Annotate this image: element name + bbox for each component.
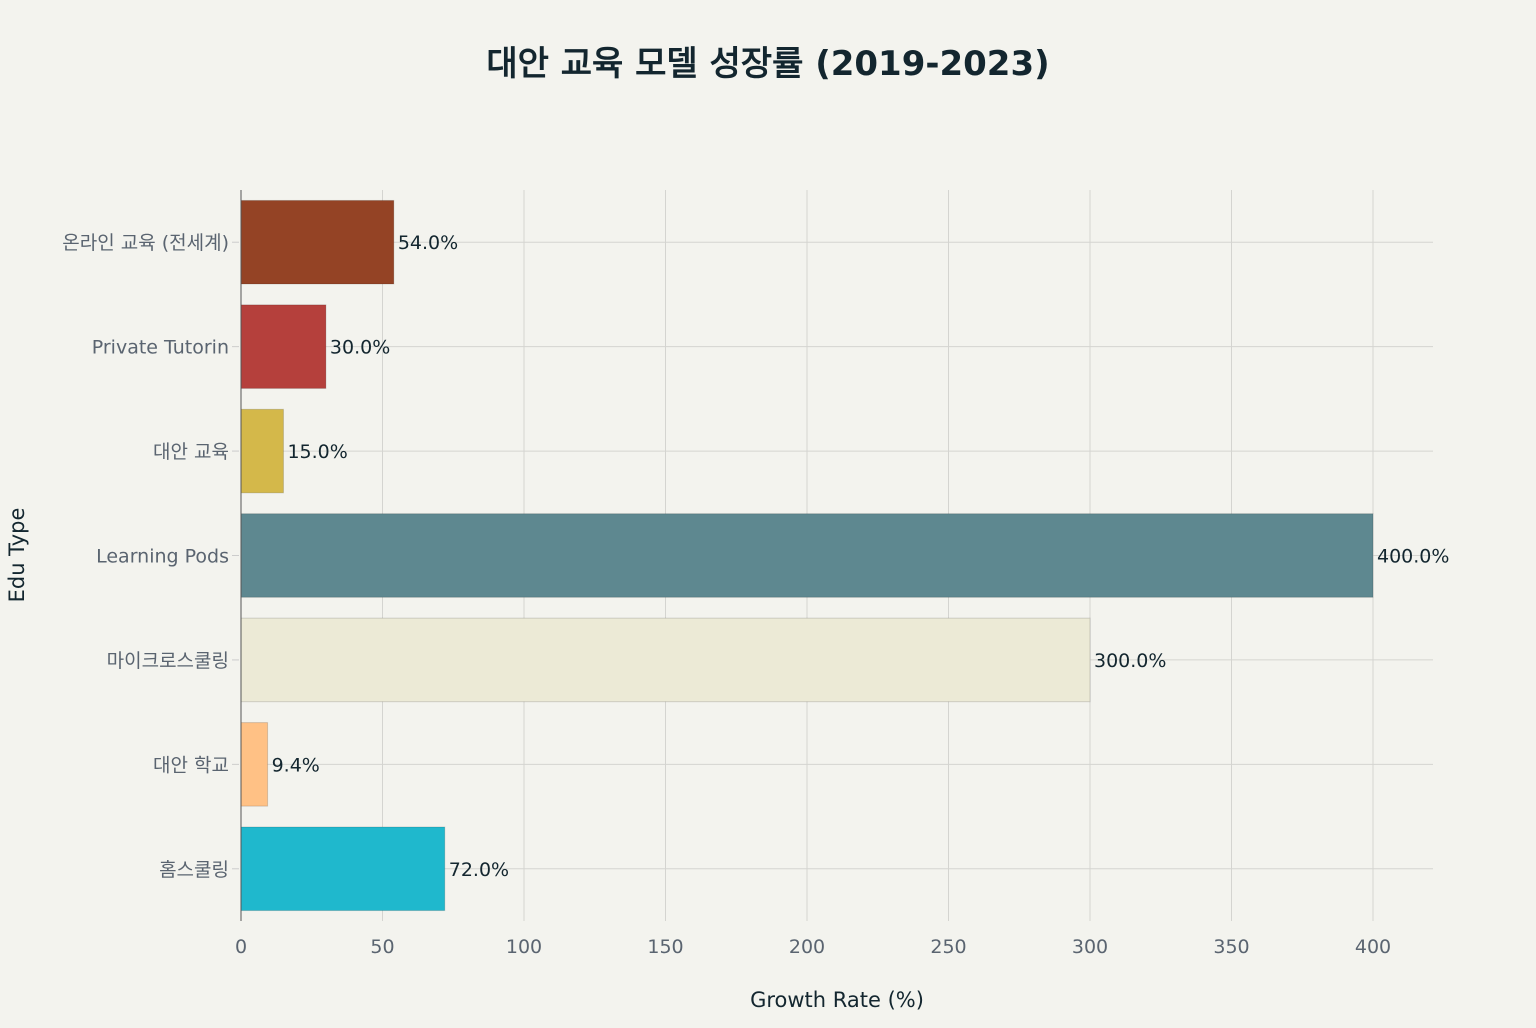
x-tick-label: 200: [789, 936, 825, 958]
x-tick-label: 300: [1072, 936, 1108, 958]
y-tick-label: 대안 교육: [153, 441, 229, 463]
x-tick-label: 250: [930, 936, 966, 958]
data-label: 300.0%: [1094, 650, 1166, 672]
x-tick-labels: 0 50 100 150 200 250 300 350 400: [235, 936, 1391, 958]
y-tick-label: Learning Pods: [96, 546, 229, 568]
x-tick-label: 0: [235, 936, 247, 958]
y-tick-label: 홈스쿨링: [159, 859, 229, 881]
x-tick-label: 150: [647, 936, 683, 958]
chart-title: 대안 교육 모델 성장률 (2019-2023): [486, 44, 1049, 84]
y-tick-labels: 온라인 교육 (전세계) Private Tutorin 대안 교육 Learning…: [62, 232, 229, 881]
y-tick-label: Private Tutorin: [92, 337, 229, 359]
data-label: 72.0%: [449, 859, 509, 881]
x-tick-label: 100: [506, 936, 542, 958]
y-tick-label: 온라인 교육 (전세계): [62, 232, 229, 254]
bar: [240, 513, 1374, 598]
bar: [240, 826, 446, 912]
x-tick-label: 50: [370, 936, 394, 958]
bars: 54.0% 30.0% 15.0% 400.0% 300.0% 9.4% 72.0%: [240, 199, 1449, 912]
x-tick-label: 400: [1355, 936, 1391, 958]
data-label: 9.4%: [272, 754, 320, 776]
y-axis-label: Edu Type: [5, 508, 29, 603]
bar: [240, 617, 1091, 703]
bar: [240, 304, 327, 389]
data-label: 400.0%: [1377, 546, 1449, 568]
x-axis-label: Growth Rate (%): [750, 988, 924, 1012]
data-label: 54.0%: [398, 232, 458, 254]
bar: [240, 199, 395, 285]
data-label: 15.0%: [287, 441, 347, 463]
bar: [240, 722, 269, 807]
bar: [240, 408, 284, 494]
data-label: 30.0%: [330, 337, 390, 359]
x-tick-label: 350: [1213, 936, 1249, 958]
y-tick-label: 마이크로스쿨링: [107, 650, 229, 672]
y-tick-label: 대안 학교: [153, 754, 229, 776]
